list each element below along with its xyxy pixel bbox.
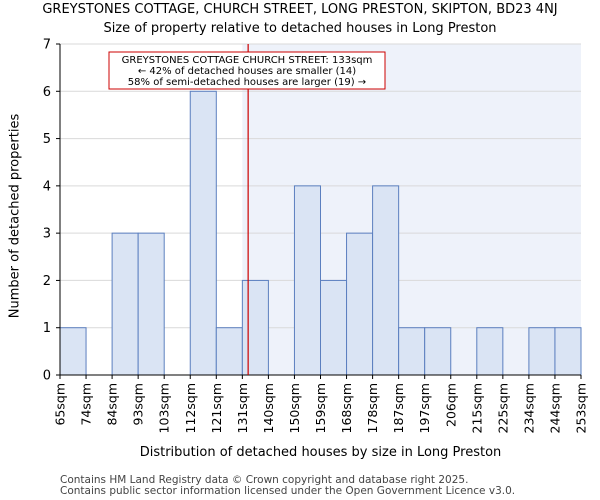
x-tick-label: 225sqm xyxy=(495,383,510,433)
y-tick-label: 7 xyxy=(43,38,51,53)
x-tick-label: 178sqm xyxy=(365,383,380,433)
x-tick-label: 103sqm xyxy=(157,383,172,433)
y-tick-label: 2 xyxy=(43,274,51,289)
y-tick-label: 4 xyxy=(43,179,51,194)
bar xyxy=(111,232,139,376)
x-tick-label: 159sqm xyxy=(313,383,328,433)
annotation-text: ← 42% of detached houses are smaller (14… xyxy=(138,66,356,77)
bar xyxy=(372,185,400,376)
y-tick-label: 3 xyxy=(43,227,51,242)
x-tick-label: 244sqm xyxy=(547,383,562,433)
bar xyxy=(241,279,269,376)
x-tick-label: 234sqm xyxy=(521,383,536,433)
chart-subtitle: Size of property relative to detached ho… xyxy=(103,21,497,36)
annotation-box xyxy=(108,51,386,90)
x-tick-label: 168sqm xyxy=(339,383,354,433)
x-tick-label: 187sqm xyxy=(391,383,406,433)
bar xyxy=(215,327,243,376)
bar xyxy=(346,232,374,376)
bar xyxy=(59,327,87,376)
bar xyxy=(398,327,426,376)
x-axis-label: Distribution of detached houses by size … xyxy=(139,445,502,460)
footer-copyright: Contains HM Land Registry data © Crown c… xyxy=(60,474,469,486)
y-tick-label: 5 xyxy=(43,132,51,147)
annotation-text: 58% of semi-detached houses are larger (… xyxy=(128,77,366,88)
x-tick-label: 197sqm xyxy=(417,383,432,433)
x-tick-label: 65sqm xyxy=(53,383,68,426)
x-tick-label: 93sqm xyxy=(131,383,146,426)
x-tick-label: 84sqm xyxy=(105,383,120,426)
bar xyxy=(293,185,322,376)
bar xyxy=(189,90,217,376)
x-tick-label: 74sqm xyxy=(79,383,94,426)
y-tick-label: 6 xyxy=(43,85,51,100)
bar xyxy=(320,279,348,376)
bar xyxy=(137,232,165,376)
x-tick-label: 131sqm xyxy=(235,383,250,433)
x-tick-label: 150sqm xyxy=(287,383,302,433)
x-tick-label: 121sqm xyxy=(209,383,224,433)
bar xyxy=(528,327,556,376)
bar xyxy=(424,327,452,376)
bar xyxy=(476,327,504,376)
x-tick-label: 140sqm xyxy=(261,383,276,433)
x-tick-label: 206qm xyxy=(443,383,458,427)
x-tick-label: 215sqm xyxy=(469,383,484,433)
y-tick-label: 0 xyxy=(43,369,51,384)
bar xyxy=(554,327,582,376)
annotation-text: GREYSTONES COTTAGE CHURCH STREET: 133sqm xyxy=(122,55,373,66)
y-tick-label: 1 xyxy=(43,321,51,336)
chart-title: GREYSTONES COTTAGE, CHURCH STREET, LONG … xyxy=(42,2,558,17)
x-tick-label: 112sqm xyxy=(183,383,198,433)
footer-licence: Contains public sector information licen… xyxy=(60,485,516,497)
x-tick-label: 253sqm xyxy=(574,383,589,433)
y-axis-label: Number of detached properties xyxy=(7,113,23,319)
highlight-region xyxy=(242,44,581,375)
